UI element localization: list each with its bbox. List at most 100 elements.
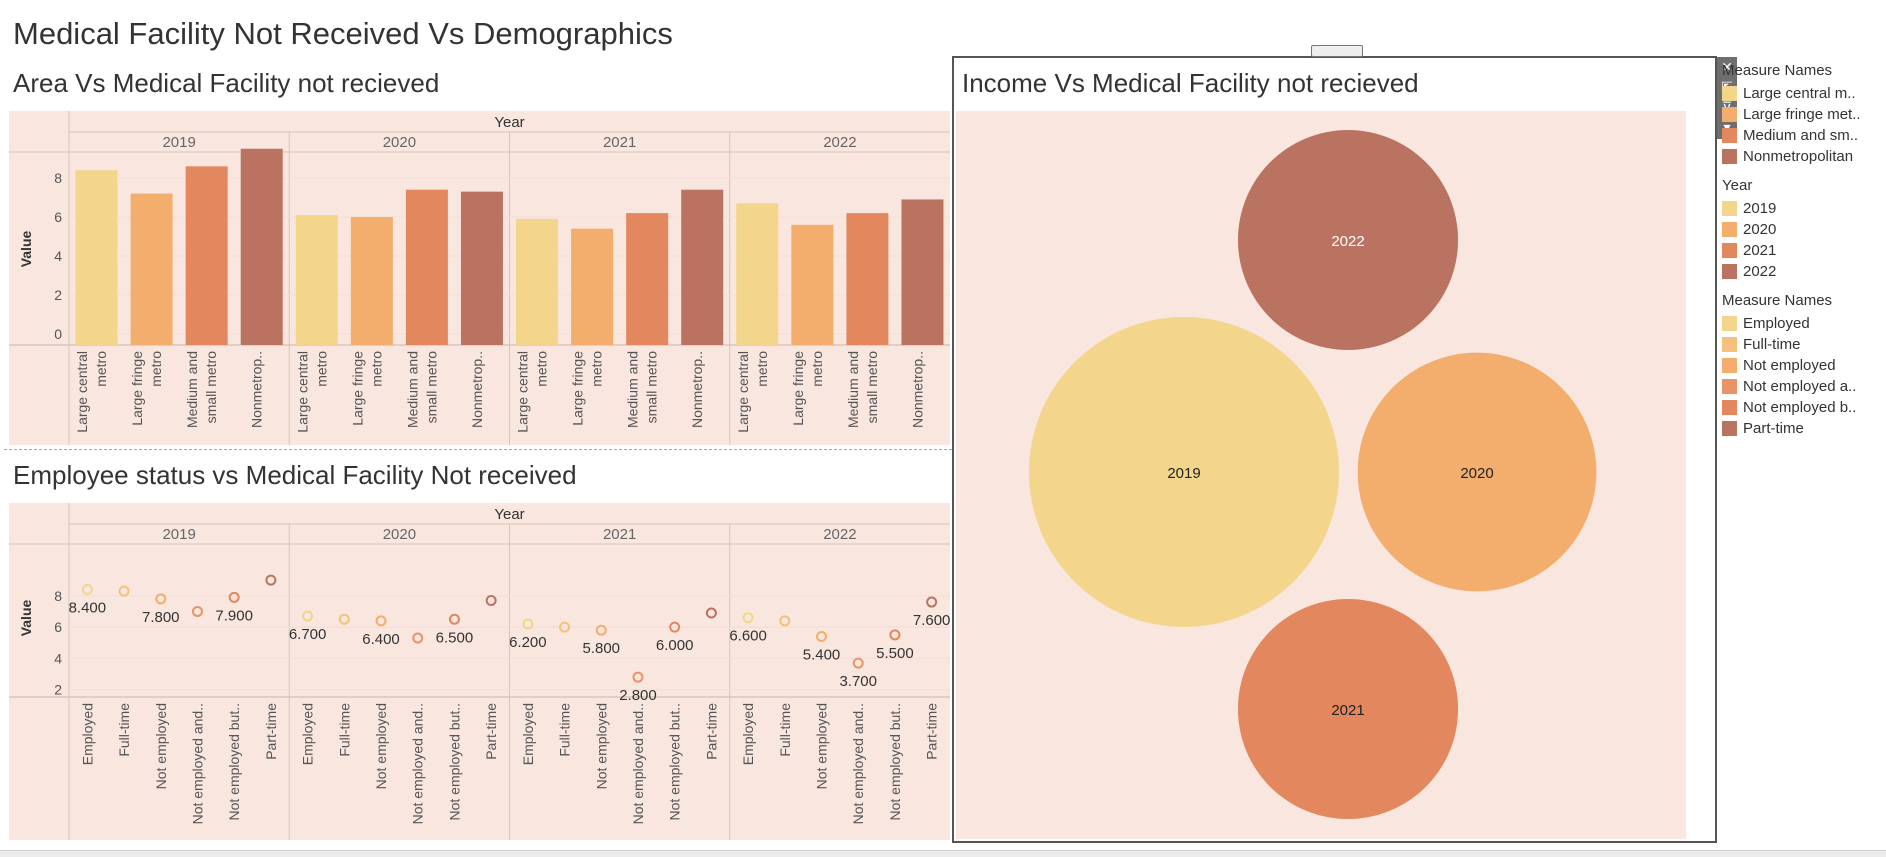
x-category-label: Full-time bbox=[777, 703, 793, 757]
legend-swatch bbox=[1722, 86, 1737, 101]
legend-item-year[interactable]: 2022 bbox=[1722, 261, 1886, 282]
legend-item-area[interactable]: Medium and sm.. bbox=[1722, 125, 1886, 146]
x-category-label: Part-time bbox=[924, 703, 940, 760]
area-chart-title: Area Vs Medical Facility not recieved bbox=[13, 68, 440, 98]
legend-label: Nonmetropolitan bbox=[1743, 148, 1854, 165]
bar bbox=[791, 224, 834, 345]
data-label: 6.700 bbox=[289, 626, 327, 643]
bubble-label: 2022 bbox=[1331, 233, 1364, 250]
legend-item-area[interactable]: Large central m.. bbox=[1722, 83, 1886, 104]
data-point bbox=[816, 630, 828, 642]
year-group-label: 2021 bbox=[603, 526, 636, 543]
legend-label: Full-time bbox=[1743, 336, 1801, 353]
legend-item-employment[interactable]: Not employed b.. bbox=[1722, 397, 1886, 418]
legend-swatch bbox=[1722, 107, 1737, 122]
y-tick-label: 4 bbox=[54, 650, 62, 666]
x-category-label: metro bbox=[809, 351, 825, 387]
data-label: 6.500 bbox=[436, 629, 474, 646]
x-category-label: Part-time bbox=[263, 703, 279, 760]
year-group-label: 2019 bbox=[162, 134, 195, 151]
y-tick-label: 6 bbox=[54, 619, 62, 635]
more-options-icon[interactable]: ▾ bbox=[1723, 119, 1731, 135]
legend-item-employment[interactable]: Not employed bbox=[1722, 355, 1886, 376]
income-panel-frame[interactable] bbox=[952, 56, 1717, 843]
legend-item-year[interactable]: 2021 bbox=[1722, 240, 1886, 261]
data-label: 6.000 bbox=[656, 637, 694, 654]
data-point bbox=[889, 629, 901, 641]
x-category-label: Nonmetrop.. bbox=[249, 351, 265, 428]
data-label: 7.900 bbox=[215, 607, 253, 624]
x-category-label: Nonmetrop.. bbox=[689, 351, 705, 428]
data-point bbox=[632, 671, 644, 683]
y-axis-title: Value bbox=[18, 600, 34, 637]
y-tick-label: 4 bbox=[54, 248, 62, 264]
x-category-label: Not employed and.. bbox=[189, 703, 205, 824]
x-category-label: Not employed bbox=[153, 703, 169, 789]
y-tick-label: 2 bbox=[54, 287, 62, 303]
data-point bbox=[705, 607, 717, 619]
drag-handle[interactable] bbox=[1311, 45, 1363, 57]
bar bbox=[846, 213, 889, 345]
legend-item-employment[interactable]: Part-time bbox=[1722, 418, 1886, 439]
bar bbox=[185, 166, 228, 345]
data-label: 3.700 bbox=[839, 673, 877, 690]
legend-item-area[interactable]: Nonmetropolitan bbox=[1722, 146, 1886, 167]
data-point bbox=[228, 591, 240, 603]
legend-item-year[interactable]: 2020 bbox=[1722, 219, 1886, 240]
legend-swatch bbox=[1722, 379, 1737, 394]
year-group-label: 2021 bbox=[603, 134, 636, 151]
x-category-label: Not employed and.. bbox=[850, 703, 866, 824]
x-category-label: Large fringe bbox=[129, 351, 145, 426]
bar bbox=[75, 170, 118, 345]
x-category-label: metro bbox=[589, 351, 605, 387]
year-group-label: 2019 bbox=[162, 526, 195, 543]
bar bbox=[405, 189, 448, 345]
data-label: 6.400 bbox=[362, 631, 400, 648]
employee-dot-chart: Year 2019 2020 2021 2022 2 4 6 8 Value Employed Ful… bbox=[9, 503, 950, 840]
data-point bbox=[338, 613, 350, 625]
bar bbox=[516, 218, 559, 345]
data-point bbox=[595, 624, 607, 636]
bar bbox=[736, 203, 779, 345]
bubble-label: 2019 bbox=[1167, 465, 1200, 482]
close-icon[interactable]: ✕ bbox=[1721, 59, 1733, 75]
data-label: 8.400 bbox=[69, 600, 107, 617]
legend-item-area[interactable]: Large fringe met.. bbox=[1722, 104, 1886, 125]
bar bbox=[130, 193, 173, 345]
income-bubble-chart: 2019 2020 2021 2022 bbox=[956, 111, 1686, 839]
bar bbox=[295, 215, 338, 345]
data-point bbox=[669, 621, 681, 633]
bar bbox=[681, 189, 724, 345]
legend-label: Large central m.. bbox=[1743, 85, 1856, 102]
data-label: 7.600 bbox=[913, 612, 950, 629]
legend-item-year[interactable]: 2019 bbox=[1722, 198, 1886, 219]
bubble-label: 2020 bbox=[1460, 465, 1493, 482]
year-group-label: 2020 bbox=[383, 526, 416, 543]
legend-item-employment[interactable]: Employed bbox=[1722, 313, 1886, 334]
legend-item-employment[interactable]: Full-time bbox=[1722, 334, 1886, 355]
legend-swatch bbox=[1722, 421, 1737, 436]
bubble bbox=[1237, 598, 1459, 820]
data-label: 5.500 bbox=[876, 645, 914, 662]
legend-label: 2021 bbox=[1743, 242, 1777, 259]
tab-strip bbox=[0, 850, 1886, 857]
legend-item-employment[interactable]: Not employed a.. bbox=[1722, 376, 1886, 397]
data-point bbox=[779, 615, 791, 627]
legend-swatch bbox=[1722, 264, 1737, 279]
x-category-label: Large central bbox=[294, 351, 310, 433]
area-bar-chart: Year 2019 2020 2021 2022 0 2 4 6 8 Value Large cent… bbox=[9, 111, 950, 445]
x-category-label: Not employed but.. bbox=[667, 703, 683, 821]
data-point bbox=[852, 657, 864, 669]
data-point bbox=[926, 596, 938, 608]
data-point bbox=[265, 574, 277, 586]
data-point bbox=[448, 613, 460, 625]
legend-swatch bbox=[1722, 128, 1737, 143]
data-point bbox=[302, 610, 314, 622]
x-category-label: Not employed but.. bbox=[446, 703, 462, 821]
data-point bbox=[559, 621, 571, 633]
legend-swatch bbox=[1722, 337, 1737, 352]
x-category-label: Full-time bbox=[557, 703, 573, 757]
x-category-label: Full-time bbox=[116, 703, 132, 757]
year-group-label: 2022 bbox=[823, 526, 856, 543]
x-category-label: Employed bbox=[740, 703, 756, 765]
